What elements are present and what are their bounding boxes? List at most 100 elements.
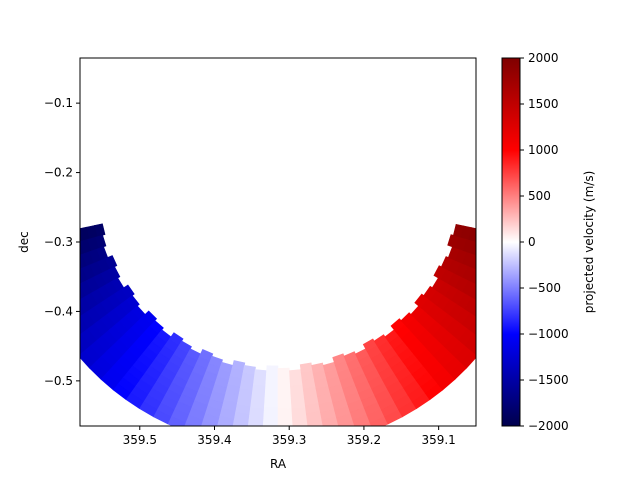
velocity-cell bbox=[80, 241, 84, 256]
velocity-cell bbox=[306, 419, 324, 426]
velocity-cell bbox=[277, 415, 294, 425]
velocity-cell bbox=[36, 284, 50, 302]
velocity-cell bbox=[262, 422, 279, 426]
velocity-cell bbox=[80, 344, 86, 356]
velocity-cell bbox=[337, 420, 355, 426]
velocity-cell bbox=[479, 243, 491, 258]
velocity-cell bbox=[201, 420, 219, 426]
velocity-cell bbox=[67, 257, 79, 272]
velocity-cell bbox=[80, 254, 87, 270]
y-tick-label: −0.3 bbox=[44, 235, 73, 249]
velocity-cell bbox=[38, 267, 51, 284]
velocity-cell bbox=[265, 373, 279, 383]
colorbar-tick-label: −1500 bbox=[528, 373, 569, 387]
velocity-cell bbox=[264, 389, 279, 400]
velocity-cell bbox=[277, 391, 292, 401]
velocity-cell bbox=[470, 304, 476, 317]
velocity-cell bbox=[289, 369, 303, 379]
velocity-cell bbox=[277, 367, 291, 377]
x-axis-label: RA bbox=[270, 457, 287, 471]
velocity-cell bbox=[265, 381, 279, 391]
x-axis-ticks: 359.5 359.4 359.3 359.2 359.1 bbox=[123, 426, 456, 447]
velocity-cell bbox=[359, 422, 372, 426]
velocity-cell bbox=[469, 283, 476, 300]
velocity-cell bbox=[253, 369, 267, 379]
velocity-cell bbox=[477, 272, 490, 288]
velocity-cell bbox=[469, 254, 476, 270]
velocity-cell bbox=[464, 333, 476, 352]
velocity-cell bbox=[185, 415, 204, 426]
velocity-cell bbox=[484, 291, 498, 308]
velocity-cell bbox=[277, 383, 292, 393]
x-tick-label: 359.4 bbox=[197, 433, 231, 447]
velocity-cell bbox=[474, 331, 476, 336]
velocity-cell bbox=[290, 384, 304, 395]
velocity-cell bbox=[484, 259, 496, 275]
colorbar-tick-label: −2000 bbox=[528, 419, 569, 433]
velocity-cell bbox=[80, 283, 81, 285]
velocity-cell bbox=[476, 229, 487, 244]
velocity-cell bbox=[277, 399, 293, 409]
colorbar-label: projected velocity (m/s) bbox=[582, 171, 596, 314]
y-tick-label: −0.4 bbox=[44, 304, 73, 318]
velocity-cell bbox=[470, 344, 476, 356]
y-axis-ticks: −0.1 −0.2 −0.3 −0.4 −0.5 bbox=[44, 96, 80, 388]
velocity-cell bbox=[263, 414, 279, 424]
velocity-cell bbox=[230, 436, 247, 446]
velocity-cell bbox=[246, 439, 263, 448]
velocity-cell bbox=[33, 252, 45, 269]
velocity-cell bbox=[59, 326, 75, 344]
velocity-cell bbox=[277, 375, 291, 385]
velocity-cell bbox=[263, 406, 279, 416]
velocity-cell bbox=[264, 398, 279, 408]
velocity-cell bbox=[26, 254, 38, 272]
velocity-cell bbox=[167, 416, 187, 426]
velocity-cell bbox=[468, 317, 476, 335]
velocity-cell bbox=[492, 233, 503, 248]
velocity-cell bbox=[80, 285, 86, 300]
colorbar-tick-label: 1500 bbox=[528, 97, 559, 111]
velocity-cell bbox=[231, 428, 248, 438]
velocity-cell bbox=[484, 309, 499, 326]
velocity-cell bbox=[184, 422, 196, 426]
colorbar bbox=[501, 57, 521, 427]
velocity-cell bbox=[277, 423, 294, 426]
colorbar-ticks: 2000 1500 1000 500 0 −500 −1000 −1500 −2000 bbox=[520, 51, 569, 433]
velocity-cell bbox=[469, 268, 476, 285]
velocity-cell bbox=[60, 259, 72, 275]
x-tick-label: 359.1 bbox=[421, 433, 455, 447]
velocity-cell bbox=[484, 275, 497, 291]
velocity-cell bbox=[31, 270, 44, 288]
x-tick-label: 359.5 bbox=[123, 433, 157, 447]
velocity-cell bbox=[80, 330, 83, 336]
colorbar-tick-label: 1000 bbox=[528, 143, 559, 157]
velocity-cell bbox=[52, 278, 66, 295]
velocity-cell bbox=[247, 422, 264, 426]
y-tick-label: −0.2 bbox=[44, 166, 73, 180]
velocity-cell bbox=[252, 384, 266, 395]
x-tick-label: 359.3 bbox=[272, 433, 306, 447]
velocity-cell bbox=[468, 227, 476, 242]
velocity-cell bbox=[487, 246, 499, 262]
colorbar-tick-label: 2000 bbox=[528, 51, 559, 65]
velocity-cell bbox=[477, 287, 491, 304]
x-tick-label: 359.2 bbox=[347, 433, 381, 447]
velocity-cell bbox=[266, 365, 279, 375]
velocity-cell bbox=[45, 265, 58, 282]
velocity-cell bbox=[481, 326, 497, 344]
velocity-cell bbox=[461, 312, 476, 330]
velocity-cells bbox=[26, 223, 503, 448]
velocity-cell bbox=[44, 281, 58, 298]
colorbar-tick-label: 500 bbox=[528, 189, 551, 203]
velocity-cell bbox=[477, 257, 489, 272]
velocity-cell bbox=[470, 240, 476, 256]
velocity-cell bbox=[325, 433, 342, 444]
velocity-cell bbox=[252, 376, 267, 387]
velocity-cell bbox=[289, 376, 304, 387]
y-axis-label: dec bbox=[17, 231, 31, 253]
velocity-cell bbox=[232, 419, 249, 426]
velocity-cell bbox=[292, 422, 309, 426]
velocity-cell bbox=[277, 407, 293, 417]
velocity-cell bbox=[478, 305, 492, 322]
